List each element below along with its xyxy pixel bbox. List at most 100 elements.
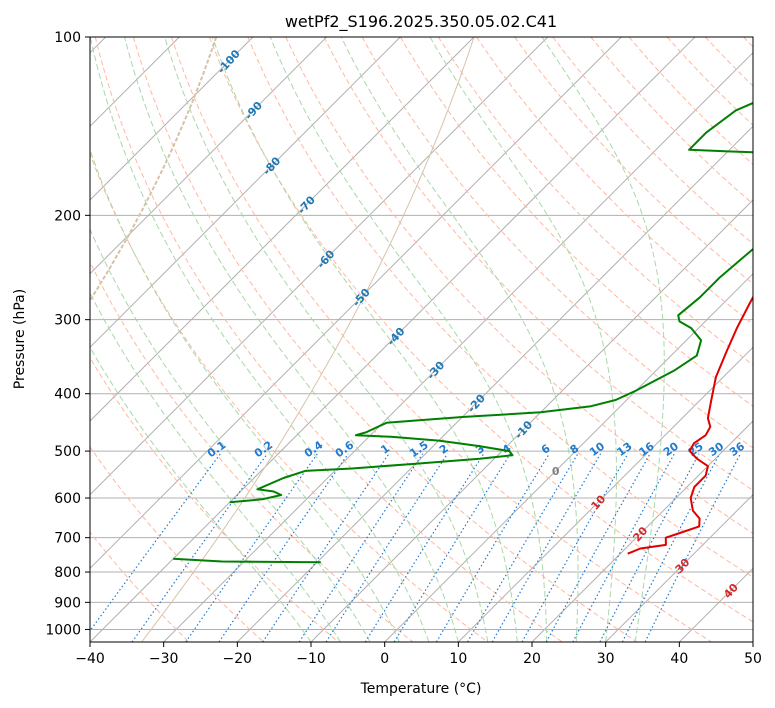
mixing-ratio-line [521,453,629,642]
dry-adiabat [399,37,753,407]
x-tick-label: 10 [449,651,467,667]
skewed-isotherms [90,37,753,642]
moist-adiabat [340,37,579,642]
y-tick-label: 100 [54,30,81,46]
mixing-ratio-label: 1 [378,442,392,457]
y-tick-label: 900 [54,595,81,611]
profile-series [173,101,753,564]
y-axis-label: Pressure (hPa) [12,289,28,389]
dry-adiabat [437,37,753,366]
y-tick-label: 700 [54,531,81,547]
y-axis: 100 200 300 400 500 600 700 800 900 1000 [45,30,90,638]
dry-adiabat [323,37,753,491]
mixing-ratio-line [218,453,349,642]
x-tick-label: 30 [597,651,615,667]
temperature-line [627,295,753,555]
isotherm-line [163,51,753,642]
moist-adiabat [269,37,548,642]
isotherm-line [90,37,622,570]
mixing-ratio-lines [90,453,741,642]
mixing-ratio-label: 6 [539,442,553,457]
mixing-ratio-line [466,453,579,642]
moist-adiabat [124,37,459,642]
x-tick-label: 40 [670,651,688,667]
plot-area: 0.1 0.2 0.4 0.6 1 1.5 2 3 4 6 8 10 13 16 20 25 30 36-100-… [90,37,753,642]
mixing-ratio-line [364,453,485,642]
curved-guide-lines [90,37,475,642]
mixing-ratio-label: 20 [661,439,681,459]
isotherm-line [384,272,753,642]
pressure-gridlines [90,37,753,630]
dry-adiabat [90,356,339,642]
y-tick-label: 800 [54,565,81,581]
moist-adiabat [90,292,341,642]
mixing-ratio-label: 13 [615,440,635,459]
isotherm-line [90,37,475,422]
zero-isotherm-label: 0 [552,465,560,478]
dry-adiabat [590,37,753,205]
moist-adiabat [90,37,430,642]
dry-adiabat [209,37,753,623]
isopleth-labels: 0.1 0.2 0.4 0.6 1 1.5 2 3 4 6 8 10 13 16 20 25 30 36-100-… [205,47,747,601]
y-tick-label: 400 [54,387,81,403]
mixing-ratio-line [325,453,449,642]
moist-adiabat [90,228,371,642]
y-tick-label: 500 [54,444,81,460]
x-tick-label: −20 [223,651,253,667]
isotherm-line [531,420,753,642]
moist-adiabat [164,37,489,642]
mixing-ratio-label: 3 [473,442,487,457]
isotherm-line [90,37,254,201]
dry-adiabat [476,37,753,325]
x-tick-label: −40 [75,651,105,667]
mixing-ratio-line [298,453,424,642]
mixing-ratio-label: 16 [637,439,657,459]
mixing-ratio-line [572,453,675,642]
dry-adiabat [90,446,264,642]
moist-adiabat [541,37,665,642]
curved-guide-line [141,37,475,642]
mixing-ratio-label: 0.6 [333,438,357,460]
dry-adiabat [171,37,712,642]
dry-adiabat [247,37,753,578]
plot-frame [89,36,754,643]
dry-adiabat [94,37,563,642]
isotherm-line [90,37,549,496]
isotherm-line [90,37,696,642]
curved-guide-line [90,37,218,303]
y-tick-label: 200 [54,208,81,224]
mixing-ratio-line [621,453,721,642]
isotherm-line [90,37,328,275]
dry-adiabat [90,260,414,642]
dry-adiabat [704,37,753,87]
dry-adiabat [552,37,753,245]
mixing-ratio-line [185,453,318,642]
isotherm-line [457,346,753,642]
dewpoint-line [173,557,321,564]
dry-adiabat [514,37,753,285]
moist-adiabats [90,37,665,642]
dewpoint-line [229,101,753,504]
x-tick-label: 20 [523,651,541,667]
mixing-ratio-line [262,453,390,642]
x-tick-label: 0 [380,651,389,667]
isotherm-line [605,493,753,642]
mixing-ratio-label: 10 [587,439,607,459]
dry-adiabat [90,531,190,642]
mixing-ratio-label: 30 [706,439,726,459]
moist-adiabat [90,148,400,642]
mixing-ratio-line [491,453,602,642]
y-tick-label: 1000 [45,622,81,638]
moist-adiabat [90,346,312,642]
isotherm-line [752,641,753,642]
mixing-ratio-line [131,453,268,642]
x-tick-label: −30 [149,651,179,667]
mixing-ratio-label: 0.4 [302,438,326,460]
mixing-ratio-label: 8 [567,442,581,457]
mixing-ratio-line [644,453,741,642]
mixing-ratio-label: 1.5 [407,438,430,460]
isotherm-line [90,37,401,349]
mixing-ratio-label: 2 [437,442,451,457]
dry-adiabat [743,37,753,48]
